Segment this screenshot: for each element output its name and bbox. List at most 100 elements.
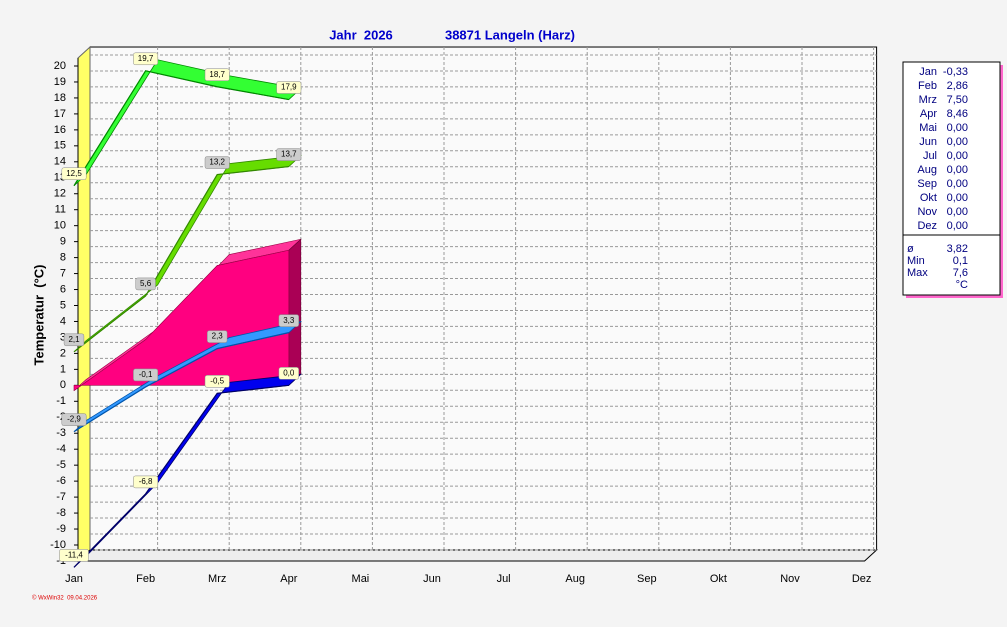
y-tick-label: 9 xyxy=(60,236,66,248)
data-label-box xyxy=(61,413,87,426)
x-tick-label: Dez xyxy=(852,573,872,585)
line xyxy=(73,384,289,568)
table-month: Aug xyxy=(917,164,937,176)
table-month: Mai xyxy=(919,122,937,134)
line xyxy=(73,165,289,353)
y-tick-label: 4 xyxy=(60,315,66,327)
x-tick-label: Feb xyxy=(136,573,155,585)
table-value: 8,46 xyxy=(947,108,968,120)
y-tick-label: -5 xyxy=(56,459,66,471)
y-tick-label: 20 xyxy=(54,60,66,72)
table-month: Mrz xyxy=(919,94,937,106)
table-month: Jun xyxy=(919,136,937,148)
table-value: -0,33 xyxy=(943,66,968,78)
x-tick-label: Nov xyxy=(780,573,800,585)
data-label-text: 5,6 xyxy=(140,279,152,288)
data-label: 12,5 xyxy=(61,167,87,180)
stat-value: 0,1 xyxy=(953,255,968,267)
data-label-box xyxy=(278,314,299,327)
y-tick-label: -4 xyxy=(56,443,66,455)
data-label-box xyxy=(135,277,156,291)
data-label-box xyxy=(133,52,159,66)
data-label-box xyxy=(61,167,87,180)
data-label: 17,9 xyxy=(276,81,302,94)
data-label: 19,7 xyxy=(133,52,159,66)
x-tick-label: Mai xyxy=(352,573,370,585)
y-tick-label: 12 xyxy=(54,188,66,200)
y-tick-label: 18 xyxy=(54,92,66,104)
stat-name: Min xyxy=(907,255,925,267)
y-axis-label: Temperatur (°C) xyxy=(31,264,46,365)
stat-name: Max xyxy=(907,267,928,279)
data-label-box xyxy=(276,81,302,94)
area xyxy=(73,249,290,392)
y-tick-label: 1 xyxy=(60,363,66,375)
y-tick-label: -1 xyxy=(56,395,66,407)
table-value: 0,00 xyxy=(947,192,968,204)
y-tick-label: 16 xyxy=(54,124,66,136)
x-tick-label: Apr xyxy=(280,573,297,585)
data-label-text: -11,4 xyxy=(65,550,83,559)
y-tick-label: 19 xyxy=(54,76,66,88)
table-unit: °C xyxy=(956,279,968,291)
data-label-text: 17,9 xyxy=(281,83,297,92)
table-month: Nov xyxy=(917,206,937,218)
data-label-box xyxy=(63,333,85,347)
y-tick-label: 7 xyxy=(60,267,66,279)
y-tick-label: -9 xyxy=(56,523,66,535)
data-label-text: 18,7 xyxy=(209,70,225,79)
data-label-box xyxy=(276,148,302,161)
y-tick-label: 2 xyxy=(60,347,66,359)
x-tick-label: Jun xyxy=(423,573,441,585)
table-value: 7,50 xyxy=(947,94,968,106)
y-tick-label: -7 xyxy=(56,491,66,503)
table-value: 0,00 xyxy=(947,136,968,148)
table-month: Jan xyxy=(919,66,937,78)
y-tick-label: -10 xyxy=(50,539,66,551)
data-label: -11,4 xyxy=(59,549,89,562)
x-tick-label: Jul xyxy=(497,573,511,585)
table-value: 0,00 xyxy=(947,206,968,218)
data-label-box xyxy=(133,368,159,382)
area-side xyxy=(288,238,302,387)
x-tick-label: Sep xyxy=(637,573,657,585)
data-label-box xyxy=(207,330,228,343)
y-tick-label: 17 xyxy=(54,108,66,120)
data-label-text: -2,9 xyxy=(67,415,81,424)
table-value: 2,86 xyxy=(947,80,968,92)
data-label: -6,8 xyxy=(133,475,159,489)
data-label-text: 13,7 xyxy=(281,150,297,159)
data-label-box xyxy=(278,367,299,380)
data-label-text: 3,3 xyxy=(283,316,295,325)
data-label: 13,7 xyxy=(276,148,302,161)
table-value: 0,00 xyxy=(947,122,968,134)
y-tick-label: 0 xyxy=(60,379,66,391)
x-tick-label: Okt xyxy=(710,573,727,585)
y-tick-label: 3 xyxy=(60,331,66,343)
data-label-box xyxy=(204,156,230,169)
data-label: 2,1 xyxy=(63,333,85,347)
data-label: 18,7 xyxy=(204,68,230,82)
table-box xyxy=(902,61,1001,296)
table-month: Apr xyxy=(920,108,937,120)
y-tick-label: -2 xyxy=(56,411,66,423)
x-tick-label: Jan xyxy=(65,573,83,585)
table-value: 0,00 xyxy=(947,178,968,190)
data-label-text: -0,5 xyxy=(210,376,224,385)
left-wall xyxy=(77,45,91,563)
y-tick-label: 15 xyxy=(54,140,66,152)
data-label-text: 19,7 xyxy=(138,54,154,63)
table-month: Feb xyxy=(918,80,937,92)
data-label: 3,3 xyxy=(278,314,299,327)
table-value: 0,00 xyxy=(947,220,968,232)
data-label-text: 2,3 xyxy=(212,332,224,341)
table-value: 0,00 xyxy=(947,164,968,176)
stat-name: ø xyxy=(907,243,914,255)
x-tick-label: Aug xyxy=(565,573,585,585)
stat-value: 3,82 xyxy=(947,243,968,255)
y-tick-label: -6 xyxy=(56,475,66,487)
table-month: Sep xyxy=(917,178,937,190)
line xyxy=(73,332,289,433)
data-label-box xyxy=(204,375,230,388)
chart-title: Jahr 2026 xyxy=(329,27,393,42)
